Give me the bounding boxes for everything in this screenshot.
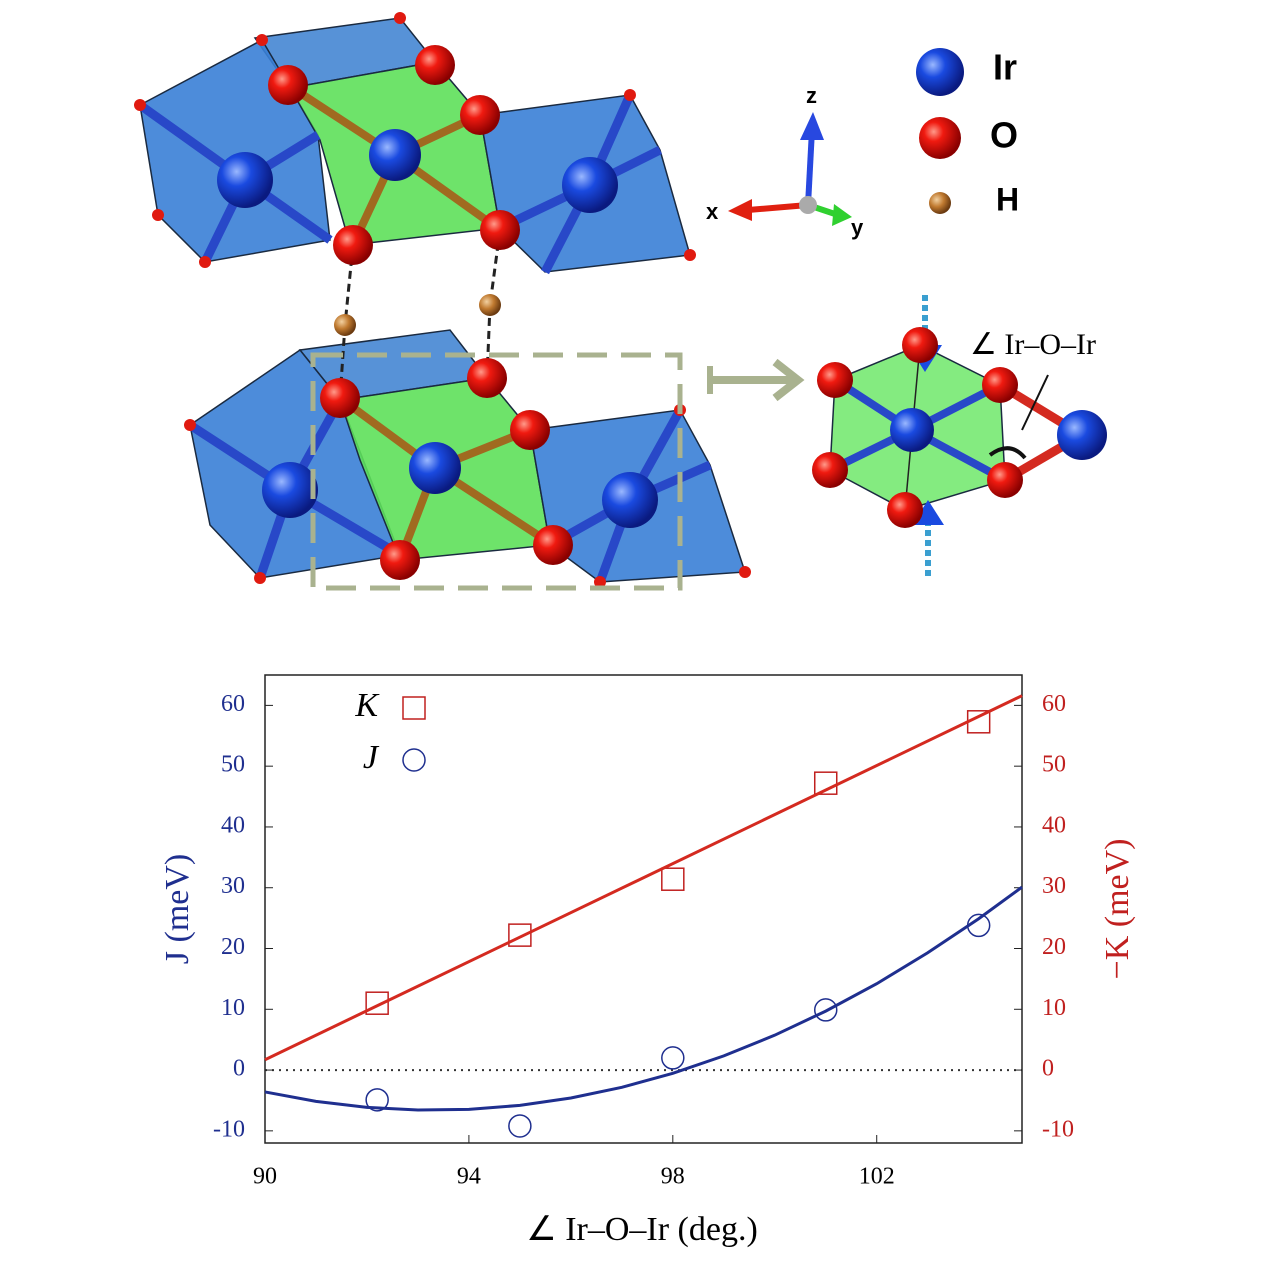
y-tick-label: 30 — [221, 873, 245, 899]
y2-tick-label: 50 — [1042, 752, 1066, 778]
square-marker — [365, 991, 389, 1015]
y2-axis-label: −K (meV) — [1099, 839, 1136, 980]
fit-line — [264, 694, 1023, 1062]
y-tick-label: 50 — [221, 752, 245, 778]
y-tick-label: -10 — [213, 1116, 245, 1142]
y2-tick-label: -10 — [1042, 1116, 1074, 1142]
x-tick-label: 94 — [457, 1164, 481, 1190]
circle-marker — [402, 748, 426, 772]
legend-label: K — [354, 687, 380, 724]
chart: ∠ Ir–O–Ir (deg.) J (meV) −K (meV) 90 94 98… — [159, 674, 1136, 1248]
legend-label: O — [990, 115, 1018, 156]
y2-tick-label: 60 — [1042, 691, 1066, 717]
square-marker — [661, 867, 685, 891]
axis-label: z — [806, 83, 817, 108]
x-tick-label: 98 — [661, 1164, 685, 1190]
x-tick-label: 90 — [253, 1164, 277, 1190]
circle-marker — [813, 998, 838, 1022]
circle-marker — [365, 1088, 389, 1112]
y-tick-label: 60 — [221, 691, 245, 717]
y-tick-label: 10 — [221, 995, 245, 1021]
angle-label: ∠ Ir–O–Ir — [970, 328, 1096, 361]
y-tick-label: 20 — [221, 934, 245, 960]
circle-marker — [661, 1046, 685, 1070]
fit-line — [264, 885, 1023, 1112]
structure — [134, 12, 1107, 591]
x-axis-label: ∠ Ir–O–Ir (deg.) — [526, 1211, 758, 1248]
square-marker — [508, 923, 532, 947]
legend-label: H — [996, 181, 1019, 217]
axis-label: x — [706, 199, 719, 224]
legend-label: Ir — [993, 47, 1017, 88]
circle-marker — [508, 1114, 532, 1138]
y2-tick-label: 20 — [1042, 934, 1066, 960]
y-tick-label: 0 — [233, 1056, 245, 1082]
diagram-labels: Ir O H x y z — [706, 47, 1019, 240]
axis-label: y — [851, 215, 864, 240]
plot-frame — [264, 674, 1023, 1144]
legend-label: J — [363, 739, 380, 776]
y2-tick-label: 0 — [1042, 1056, 1054, 1082]
y2-tick-label: 10 — [1042, 995, 1066, 1021]
y2-tick-label: 40 — [1042, 812, 1066, 838]
y2-tick-label: 30 — [1042, 873, 1066, 899]
y-tick-label: 40 — [221, 812, 245, 838]
x-tick-label: 102 — [859, 1164, 895, 1190]
y-axis-label: J (meV) — [159, 854, 196, 964]
square-marker — [402, 696, 426, 720]
